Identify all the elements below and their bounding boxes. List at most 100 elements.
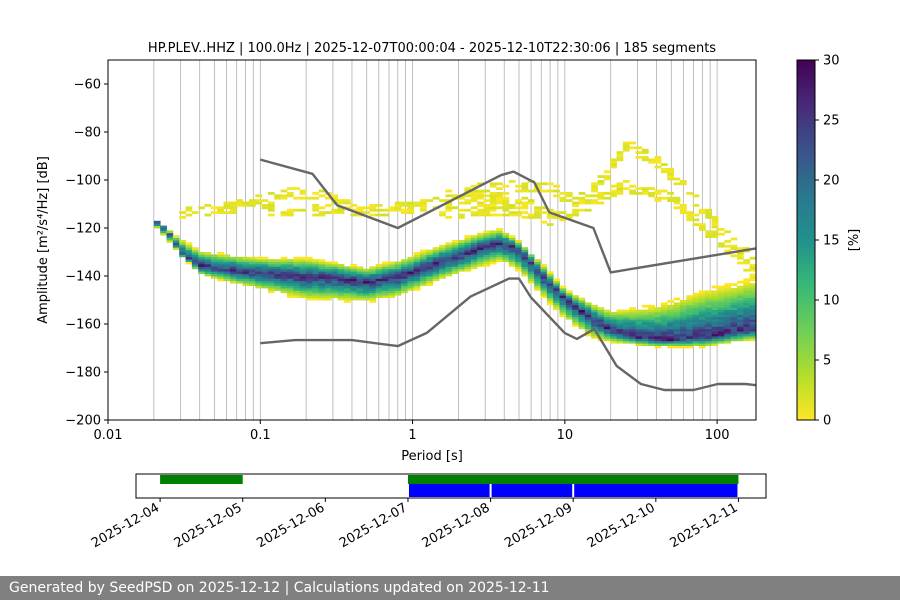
heatmap-cell <box>223 254 231 258</box>
heatmap-cell <box>210 273 218 277</box>
heatmap-cell <box>388 261 396 265</box>
heatmap-cell <box>736 254 744 258</box>
heatmap-cell <box>470 247 478 250</box>
heatmap-cell <box>654 312 662 315</box>
heatmap-cell <box>648 331 655 334</box>
heatmap-cell <box>559 297 567 301</box>
heatmap-cell <box>717 228 725 231</box>
heatmap-cell <box>559 295 567 298</box>
heatmap-cell <box>483 235 491 238</box>
heatmap-cell <box>679 316 687 320</box>
heatmap-cell <box>217 256 224 260</box>
heatmap-cell <box>382 295 389 298</box>
heatmap-cell <box>153 225 161 229</box>
heatmap-cell <box>470 206 478 210</box>
heatmap-cell <box>413 278 421 282</box>
heatmap-cell <box>603 319 611 322</box>
heatmap-cell <box>375 204 383 207</box>
heatmap-cell <box>217 273 224 277</box>
heatmap-cell <box>280 211 288 214</box>
heatmap-cell <box>394 276 402 279</box>
heatmap-cell <box>736 324 744 327</box>
heatmap-cell <box>217 252 224 255</box>
heatmap-cell <box>185 249 193 253</box>
heatmap-cell <box>369 295 377 298</box>
heatmap-cell <box>654 309 662 313</box>
heatmap-cell <box>743 295 751 298</box>
heatmap-cell <box>717 316 725 320</box>
heatmap-cell <box>515 213 522 217</box>
heatmap-cell <box>426 264 434 267</box>
heatmap-cell <box>274 283 282 286</box>
heatmap-cell <box>420 273 427 277</box>
heatmap-cell <box>686 328 694 332</box>
heatmap-cell <box>267 266 275 270</box>
heatmap-cell <box>407 280 415 284</box>
heatmap-cell <box>286 271 294 274</box>
heatmap-cell <box>439 268 446 272</box>
heatmap-cell <box>629 331 636 334</box>
heatmap-cell <box>635 309 643 313</box>
heatmap-cell <box>673 302 681 306</box>
heatmap-cell <box>515 206 522 210</box>
heatmap-cell <box>318 285 326 289</box>
heatmap-cell <box>654 319 662 322</box>
heatmap-cell <box>420 264 427 267</box>
heatmap-cell <box>749 319 756 322</box>
heatmap-cell <box>470 189 478 193</box>
heatmap-cell <box>331 295 339 298</box>
heatmap-cell <box>692 218 700 222</box>
heatmap-cell <box>521 182 529 186</box>
heatmap-cell <box>705 216 713 219</box>
heatmap-cell <box>565 199 573 202</box>
heatmap-cell <box>236 261 243 265</box>
heatmap-cell <box>217 266 224 270</box>
heatmap-cell <box>185 247 193 250</box>
heatmap-cell <box>229 261 237 265</box>
heatmap-cell <box>686 345 694 349</box>
heatmap-cell <box>318 271 326 274</box>
heatmap-cell <box>749 307 756 310</box>
heatmap-cell <box>679 302 687 306</box>
heatmap-cell <box>394 283 402 286</box>
heatmap-cell <box>730 283 738 286</box>
heatmap-cell <box>204 256 212 260</box>
heatmap-cell <box>451 254 459 258</box>
heatmap-cell <box>318 273 326 277</box>
heatmap-cell <box>356 268 364 272</box>
heatmap-cell <box>426 252 434 255</box>
heatmap-cell <box>210 254 218 258</box>
heatmap-cell <box>407 264 415 267</box>
heatmap-cell <box>458 261 465 265</box>
heatmap-cell <box>470 266 478 270</box>
heatmap-cell <box>179 249 186 253</box>
heatmap-cell <box>502 256 510 260</box>
heatmap-cell <box>540 283 548 286</box>
heatmap-cell <box>730 316 738 320</box>
heatmap-cell <box>743 268 751 272</box>
heatmap-cell <box>730 297 738 301</box>
heatmap-cell <box>641 338 649 342</box>
heatmap-cell <box>229 266 237 270</box>
heatmap-cell <box>629 336 636 339</box>
heatmap-cell <box>394 206 402 210</box>
heatmap-cell <box>502 235 510 238</box>
heatmap-cell <box>527 266 535 270</box>
heatmap-cell <box>572 302 579 306</box>
heatmap-cell <box>502 249 510 253</box>
heatmap-cell <box>717 338 725 342</box>
heatmap-cell <box>255 280 262 284</box>
heatmap-cell <box>191 252 199 255</box>
heatmap-cell <box>267 278 275 282</box>
heatmap-cell <box>483 237 491 241</box>
heatmap-cell <box>267 264 275 267</box>
heatmap-cell <box>540 288 548 291</box>
heatmap-cell <box>451 206 459 210</box>
x-axis-label: Period [s] <box>401 449 463 464</box>
heatmap-cell <box>692 297 700 301</box>
heatmap-cell <box>363 273 370 277</box>
heatmap-cell <box>483 247 491 250</box>
heatmap-cell <box>477 201 484 205</box>
heatmap-cell <box>477 211 484 214</box>
heatmap-cell <box>597 196 605 200</box>
